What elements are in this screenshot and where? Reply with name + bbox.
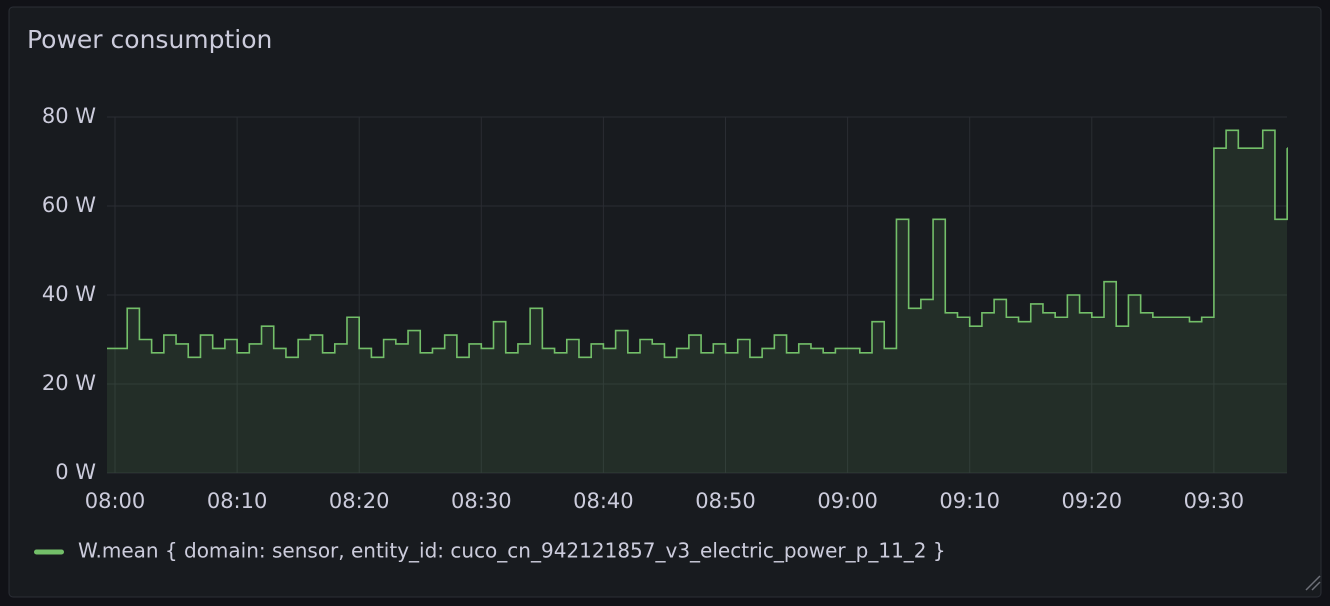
x-tick-label: 08:50: [695, 489, 756, 513]
panel-frame: [8, 6, 1322, 598]
y-tick-label: 20 W: [42, 371, 96, 395]
x-tick-label: 08:20: [329, 489, 390, 513]
y-tick-label: 60 W: [42, 193, 96, 217]
y-tick-label: 0 W: [55, 460, 96, 484]
x-tick-label: 08:40: [573, 489, 634, 513]
y-tick-label: 40 W: [42, 282, 96, 306]
area-fill: [107, 130, 1288, 473]
series-line: [107, 129, 1288, 359]
x-tick-label: 09:30: [1184, 489, 1245, 513]
x-tick-label: 08:30: [451, 489, 512, 513]
x-tick-label: 08:10: [207, 489, 268, 513]
legend-swatch: [34, 549, 64, 555]
panel-title: Power consumption: [27, 25, 272, 54]
x-tick-label: 09:20: [1062, 489, 1123, 513]
x-tick-label: 09:00: [817, 489, 878, 513]
x-tick-label: 09:10: [939, 489, 1000, 513]
legend-label: W.mean { domain: sensor, entity_id: cuco…: [78, 539, 946, 563]
resize-handle[interactable]: [1305, 575, 1321, 591]
y-tick-label: 80 W: [42, 104, 96, 128]
x-tick-label: 08:00: [85, 489, 146, 513]
